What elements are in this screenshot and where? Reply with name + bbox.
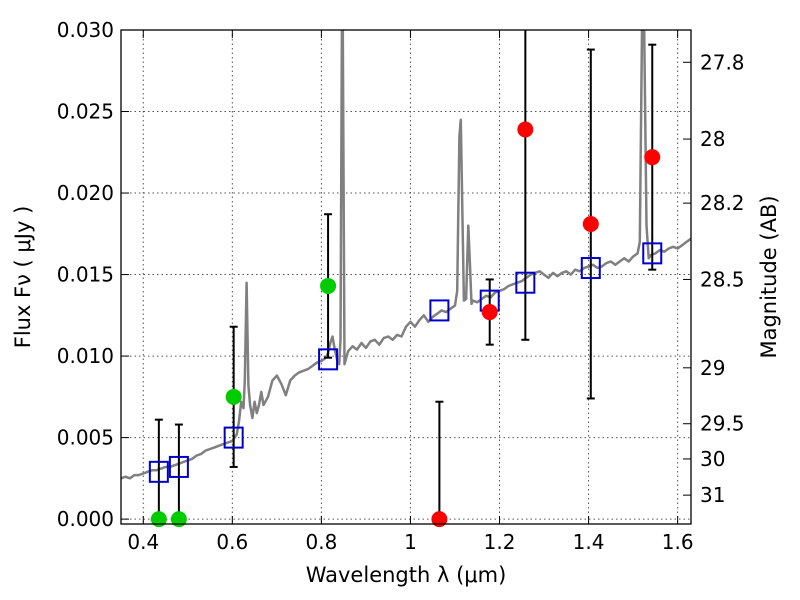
model-point	[318, 348, 339, 371]
observed-point	[225, 388, 242, 405]
x-tick-label: 1	[404, 530, 417, 554]
x-tick-label: 0.4	[127, 530, 159, 554]
ticks: 0.4 0.6 0.8 1 1.2 1.4 1.6 0.000 0.005 0.010 0.015 0…	[57, 18, 745, 554]
observed-point	[150, 511, 167, 528]
x-tick-label: 0.8	[305, 530, 337, 554]
model-point	[515, 271, 536, 294]
model-point	[223, 426, 244, 449]
y-tick-label: 0.020	[57, 181, 114, 205]
x-tick-label: 1.4	[573, 530, 605, 554]
right-tick-label: 28.5	[700, 267, 745, 291]
y-tick-label: 0.010	[57, 344, 114, 368]
right-tick-label: 28	[700, 127, 725, 151]
markers	[148, 121, 663, 528]
right-tick-label: 29.5	[700, 412, 745, 436]
x-tick-label: 1.6	[662, 530, 694, 554]
observed-point	[517, 121, 534, 138]
right-tick-label: 29	[700, 356, 725, 380]
model-point	[642, 242, 663, 265]
y-axis-label: Flux Fν ( μJy )	[11, 206, 35, 349]
observed-point	[170, 511, 187, 528]
error-bars	[154, 30, 657, 524]
plot-background	[121, 30, 691, 524]
y-tick-label: 0.030	[57, 18, 114, 42]
observed-point	[644, 149, 661, 166]
x-tick-label: 1.2	[484, 530, 516, 554]
right-tick-label: 31	[700, 483, 725, 507]
right-tick-label: 28.2	[700, 191, 745, 215]
right-tick-label: 30	[700, 447, 725, 471]
right-axis-label: Magnitude (AB)	[757, 195, 781, 358]
model-point	[429, 299, 450, 322]
right-tick-label: 27.8	[700, 50, 745, 74]
model-point	[580, 257, 601, 280]
observed-point	[582, 216, 599, 233]
x-axis-label: Wavelength λ (μm)	[306, 563, 507, 587]
y-tick-label: 0.005	[57, 426, 114, 450]
model-point	[168, 455, 189, 478]
model-point	[148, 460, 169, 483]
y-tick-label: 0.000	[57, 507, 114, 531]
observed-point	[320, 277, 337, 294]
y-tick-label: 0.015	[57, 263, 114, 287]
plot-frame	[120, 29, 692, 525]
observed-point	[431, 511, 448, 528]
observed-point	[481, 304, 498, 321]
x-tick-label: 0.6	[216, 530, 248, 554]
y-tick-label: 0.025	[57, 100, 114, 124]
